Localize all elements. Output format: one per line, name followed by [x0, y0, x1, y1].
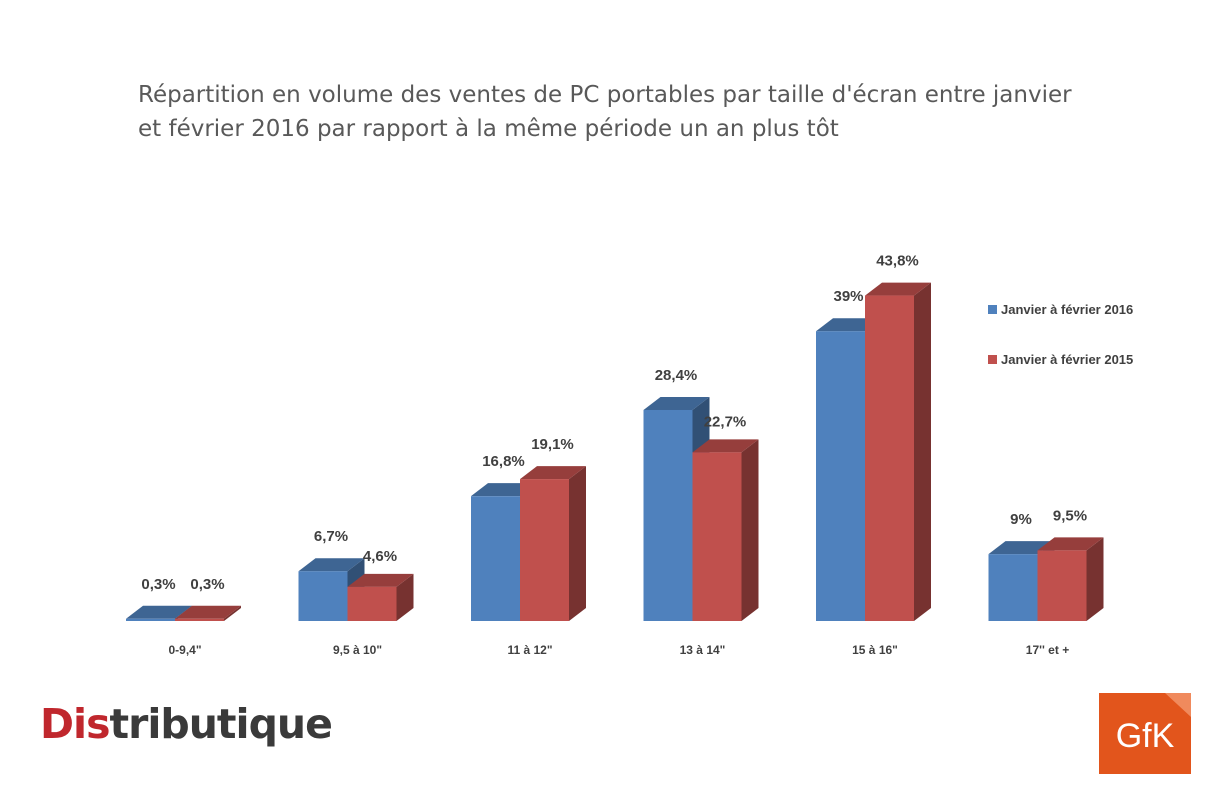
bar-1-0 — [175, 618, 224, 621]
bar-1-3 — [692, 452, 742, 621]
gfk-logo: GfK — [1099, 693, 1191, 774]
bar-top-0-1 — [298, 558, 365, 572]
data-label-1-0: 0,3% — [190, 576, 224, 593]
data-label-0-5: 9% — [1010, 511, 1032, 528]
distributique-logo-prefix: Dis — [40, 700, 110, 748]
bar-top-0-0 — [126, 605, 192, 619]
legend-swatch-2016 — [988, 304, 997, 314]
bar-0-3 — [643, 409, 693, 621]
gfk-logo-text: GfK — [1116, 717, 1175, 755]
legend-item-2016: Janvier à février 2016 — [988, 298, 1133, 320]
bar-0-2 — [471, 496, 520, 621]
bar-top-1-3 — [692, 439, 759, 453]
data-label-0-0: 0,3% — [141, 576, 175, 593]
bar-side-1-2 — [569, 466, 586, 621]
chart-legend: Janvier à février 2016 Janvier à février… — [988, 298, 1133, 398]
data-label-0-3: 28,4% — [655, 367, 698, 384]
bar-side-1-1 — [396, 573, 414, 621]
chart-title: Répartition en volume des ventes de PC p… — [138, 82, 1072, 142]
bar-top-1-2 — [520, 466, 586, 480]
bar-0-1 — [298, 571, 348, 621]
legend-swatch-2015 — [988, 354, 997, 364]
category-label-2: 11 à 12" — [507, 643, 552, 657]
distributique-logo-suffix: tributique — [109, 700, 333, 748]
data-label-0-2: 16,8% — [482, 453, 525, 470]
bar-1-2 — [520, 479, 569, 621]
bar-top-0-3 — [643, 396, 710, 410]
legend-item-2015: Janvier à février 2015 — [988, 348, 1133, 370]
category-label-4: 15 à 16" — [852, 643, 898, 657]
bar-side-1-4 — [914, 282, 931, 621]
bar-top-1-1 — [347, 573, 414, 587]
bar-side-1-5 — [1086, 537, 1104, 621]
category-label-1: 9,5 à 10" — [333, 643, 382, 657]
bar-1-5 — [1037, 550, 1087, 621]
bar-top-1-5 — [1037, 537, 1104, 551]
bar-side-1-0 — [224, 605, 241, 621]
category-label-5: 17'' et + — [1026, 643, 1069, 657]
bar-1-1 — [347, 586, 397, 621]
bar-top-1-0 — [175, 605, 241, 619]
bar-1-4 — [865, 295, 914, 621]
bar-side-1-3 — [741, 439, 759, 621]
bar-0-4 — [816, 331, 865, 621]
data-label-1-3: 22,7% — [704, 413, 747, 430]
bar-0-0 — [126, 618, 175, 621]
bar-0-5 — [988, 554, 1038, 621]
distributique-logo: Distributique — [40, 700, 333, 748]
data-label-1-5: 9,5% — [1053, 507, 1087, 524]
bar-top-1-4 — [865, 282, 931, 296]
data-label-1-1: 4,6% — [363, 548, 397, 565]
category-label-0: 0-9,4" — [168, 643, 201, 657]
category-label-3: 13 à 14" — [680, 643, 726, 657]
data-label-0-1: 6,7% — [314, 528, 348, 545]
legend-label-2016: Janvier à février 2016 — [1001, 301, 1134, 317]
data-label-1-2: 19,1% — [531, 436, 574, 453]
data-label-0-4: 39% — [833, 288, 863, 305]
legend-label-2015: Janvier à février 2015 — [1001, 351, 1134, 367]
data-label-1-4: 43,8% — [876, 253, 919, 270]
